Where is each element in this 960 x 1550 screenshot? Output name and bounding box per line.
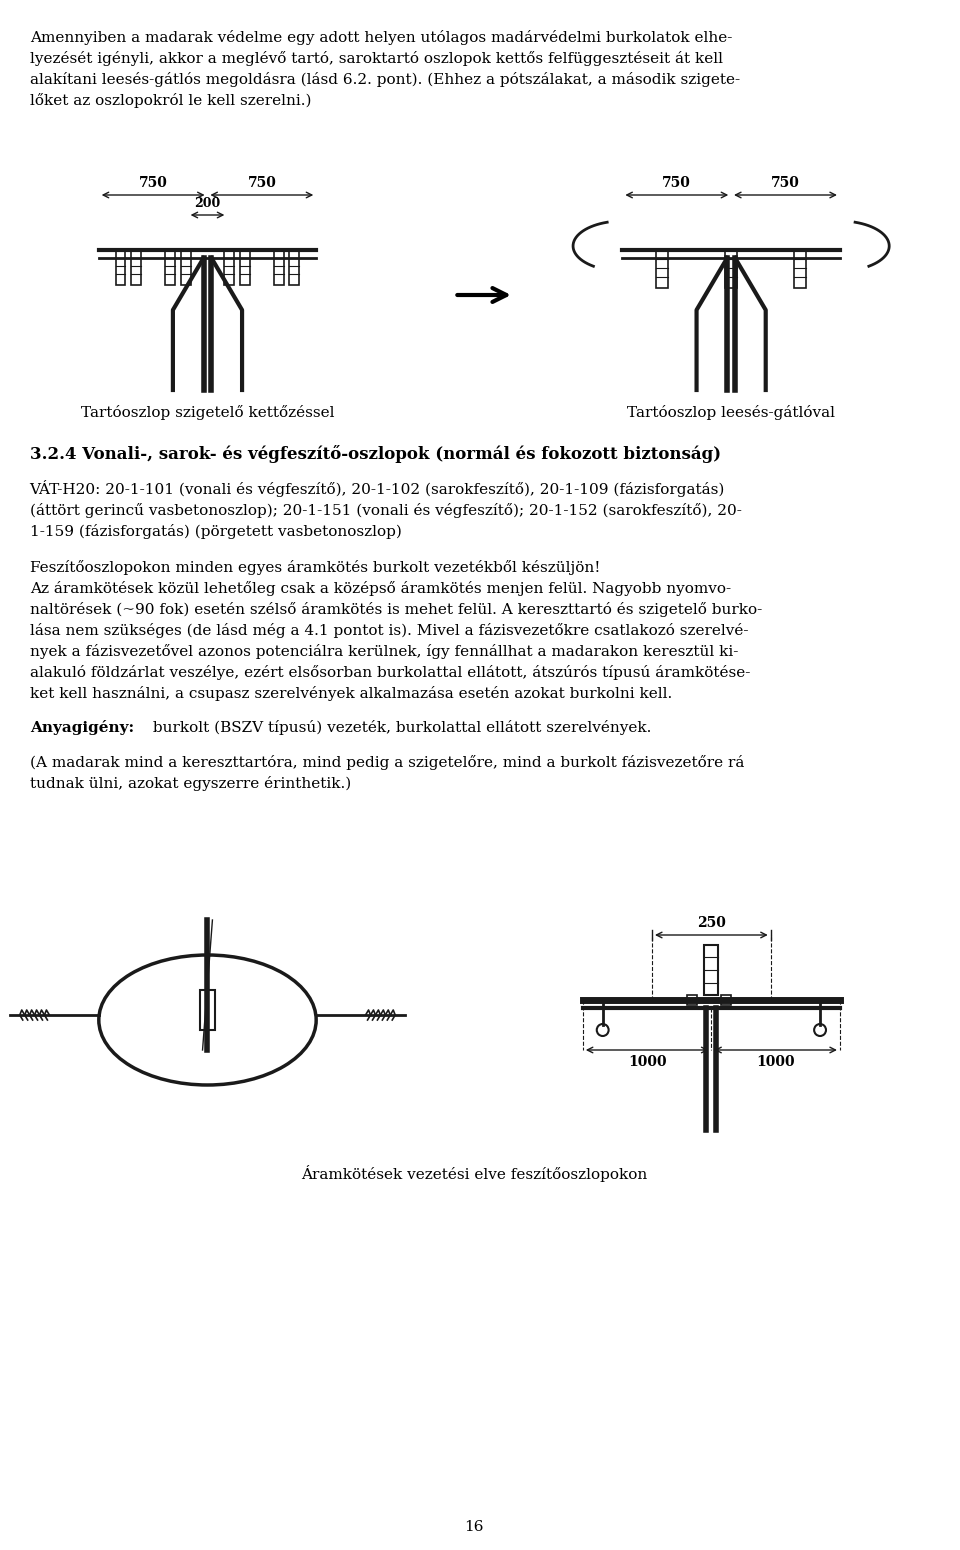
Bar [165, 250, 175, 285]
Text: Feszítőoszlopokon minden egyes áramkötés burkolt vezetékből készüljön!
Az áramkö: Feszítőoszlopokon minden egyes áramkötés… [30, 560, 762, 701]
Text: Anyagigény:: Anyagigény: [30, 721, 133, 735]
Text: 1000: 1000 [756, 1056, 795, 1070]
Bar [225, 250, 234, 285]
Bar [132, 250, 141, 285]
Bar [721, 995, 732, 1004]
Text: 250: 250 [697, 916, 726, 930]
Text: Tartóoszlop leesés-gátlóval: Tartóoszlop leesés-gátlóval [627, 405, 835, 420]
Bar [200, 990, 215, 1031]
Bar [656, 250, 668, 288]
Text: 750: 750 [138, 177, 168, 191]
Text: 1000: 1000 [628, 1056, 666, 1070]
Text: 3.2.4 Vonali-, sarok- és végfeszítő-oszlopok (normál és fokozott biztonság): 3.2.4 Vonali-, sarok- és végfeszítő-oszl… [30, 445, 721, 463]
Bar [240, 250, 250, 285]
Text: (A madarak mind a kereszttartóra, mind pedig a szigetelőre, mind a burkolt fázis: (A madarak mind a kereszttartóra, mind p… [30, 755, 744, 790]
Text: 750: 750 [771, 177, 800, 191]
Bar [725, 250, 737, 288]
Text: VÁT-H20: 20-1-101 (vonali és végfeszítő), 20-1-102 (sarokfeszítő), 20-1-109 (fáz: VÁT-H20: 20-1-101 (vonali és végfeszítő)… [30, 480, 741, 539]
Bar [794, 250, 806, 288]
Text: 750: 750 [662, 177, 691, 191]
Bar [115, 250, 126, 285]
Bar [290, 250, 300, 285]
Text: 200: 200 [194, 197, 221, 209]
Bar [705, 946, 718, 995]
Bar [686, 995, 697, 1004]
Bar [274, 250, 283, 285]
Text: Áramkötések vezetési elve feszítőoszlopokon: Áramkötések vezetési elve feszítőoszlopo… [301, 1166, 647, 1183]
Text: burkolt (BSZV típusú) vezeték, burkolattal ellátott szerelvények.: burkolt (BSZV típusú) vezeték, burkolatt… [148, 721, 652, 735]
Text: Tartóoszlop szigetelő kettőzéssel: Tartóoszlop szigetelő kettőzéssel [81, 405, 334, 420]
Bar [180, 250, 191, 285]
Text: Amennyiben a madarak védelme egy adott helyen utólagos madárvédelmi burkolatok e: Amennyiben a madarak védelme egy adott h… [30, 29, 740, 109]
Text: 16: 16 [465, 1521, 484, 1534]
Text: 750: 750 [248, 177, 276, 191]
